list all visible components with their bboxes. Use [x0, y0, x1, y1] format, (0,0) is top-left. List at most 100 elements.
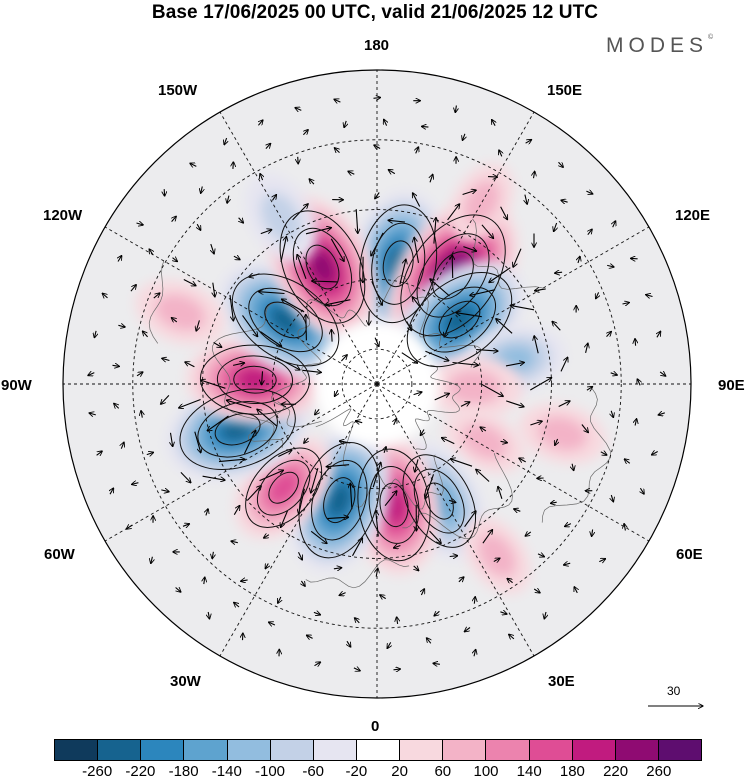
wind-vector	[375, 337, 379, 347]
wind-vector	[640, 487, 644, 494]
wind-vector	[136, 372, 143, 376]
colorbar-box	[615, 740, 659, 760]
wind-vector	[143, 331, 149, 338]
wind-vector	[611, 410, 613, 418]
wind-vector	[459, 577, 464, 582]
wind-vector	[333, 568, 342, 569]
wind-vector	[635, 339, 636, 346]
wind-vector	[242, 315, 258, 336]
wind-vector	[509, 634, 515, 639]
wind-vector	[456, 313, 482, 318]
brand-mark: ©	[708, 34, 714, 41]
wind-vector	[607, 332, 612, 337]
wind-vector	[204, 577, 205, 585]
wind-vector	[88, 373, 95, 376]
wind-vector	[173, 258, 178, 262]
wind-vector	[202, 475, 226, 480]
wind-vector	[534, 171, 535, 179]
wind-vector	[374, 145, 381, 149]
anomaly-level	[309, 250, 336, 284]
wind-vector	[500, 612, 507, 614]
wind-vector	[427, 638, 431, 644]
wind-vector	[450, 459, 473, 467]
contour-line	[264, 301, 307, 339]
wind-vector	[394, 546, 401, 549]
wind-vector	[197, 223, 201, 230]
wind-vector	[299, 488, 305, 514]
contour-line	[268, 471, 299, 504]
wind-vector	[613, 221, 616, 228]
wind-vector	[141, 411, 142, 418]
contour-line	[311, 459, 368, 541]
contour-line	[179, 388, 296, 470]
wind-vector	[480, 427, 487, 431]
colorbar-box	[486, 740, 530, 760]
wind-vector	[510, 305, 535, 311]
wind-vector	[499, 150, 502, 157]
colorbar-ticks: -260 -220 -180 -140 -100 -60 -20 20 60 100 140 180 2…	[0, 763, 750, 783]
wind-vector	[206, 509, 208, 516]
contour-set	[357, 448, 431, 562]
contour-set	[400, 214, 506, 337]
contour-set	[406, 271, 513, 368]
wind-vector	[607, 265, 614, 267]
wind-vector	[421, 589, 424, 596]
wind-vector	[344, 120, 346, 128]
wind-vector	[276, 357, 300, 370]
wind-vector	[239, 217, 244, 223]
wind-vector	[231, 541, 238, 543]
wind-vector	[350, 483, 352, 510]
wind-vector	[247, 486, 262, 501]
wind-vector	[312, 281, 338, 282]
coastline	[212, 301, 280, 445]
wind-vector	[637, 379, 640, 386]
colorbar-tick-label: 220	[603, 763, 629, 780]
coastline	[414, 364, 461, 451]
wind-vector	[535, 289, 546, 291]
colorbar-box	[313, 740, 357, 760]
wind-vector	[232, 363, 245, 366]
wind-vector	[211, 243, 214, 254]
wind-vector	[149, 249, 153, 256]
wind-vector	[201, 186, 203, 194]
longitude-label-60e: 60E	[676, 546, 703, 563]
wind-vector	[278, 596, 281, 603]
wind-vector	[375, 192, 379, 199]
colorbar-box	[400, 740, 444, 760]
wind-vector	[208, 611, 209, 619]
wind-vector	[306, 635, 313, 638]
wind-vector	[373, 98, 381, 99]
coastline	[248, 401, 285, 449]
wind-vector	[243, 430, 255, 454]
wind-vector	[372, 462, 381, 488]
wind-vector	[180, 472, 191, 482]
wind-vector	[480, 383, 504, 397]
anomaly-level	[327, 483, 352, 518]
wind-vector	[282, 299, 305, 313]
wind-vector	[295, 108, 302, 111]
contour-line	[357, 448, 431, 562]
wind-vector	[304, 437, 309, 443]
wind-vector	[132, 483, 139, 485]
wind-vector	[555, 438, 558, 445]
wind-vector	[302, 370, 322, 372]
contour-line	[292, 227, 353, 307]
wind-vector	[114, 403, 119, 408]
wind-vector	[434, 611, 440, 616]
wind-vector	[272, 195, 276, 201]
wind-vector	[624, 459, 631, 463]
wind-vector	[196, 320, 199, 331]
wind-vector	[388, 170, 396, 174]
wind-vector	[460, 402, 470, 407]
wind-vector	[646, 295, 653, 297]
anomaly-center	[426, 356, 523, 419]
contour-set	[402, 454, 477, 548]
contour-line	[305, 244, 340, 290]
wind-vector	[335, 389, 338, 396]
meridian-line	[104, 383, 378, 542]
wind-vector	[118, 256, 122, 262]
wind-vector	[89, 413, 96, 415]
coastline	[472, 218, 544, 290]
anomaly-level	[537, 416, 588, 451]
longitude-label-90w: 90W	[1, 377, 32, 394]
